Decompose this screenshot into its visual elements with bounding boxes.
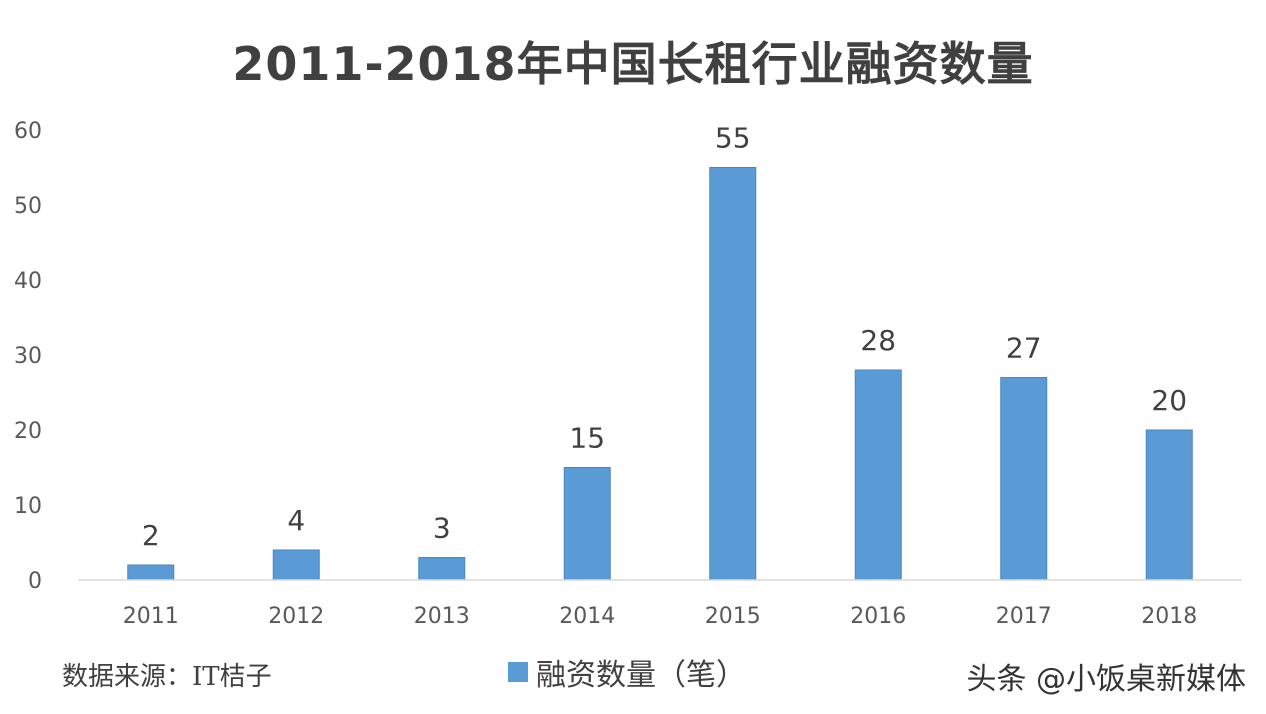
x-tick-label-2016: 2016: [850, 604, 906, 629]
x-tick-label-2015: 2015: [705, 604, 761, 629]
legend-swatch: [508, 662, 528, 682]
legend: 融资数量（笔）: [508, 650, 746, 694]
bars: [127, 167, 1193, 581]
y-axis-labels: 0 10 20 30 40 50 60: [14, 119, 42, 594]
chart-title: 2011-2018年中国长租行业融资数量: [232, 37, 1034, 91]
data-label-2018: 20: [1151, 384, 1187, 417]
x-tick-label-2013: 2013: [414, 604, 470, 629]
bar-2018: [1145, 429, 1193, 581]
bar-2012: [272, 549, 320, 581]
y-tick-label-6: 60: [14, 119, 42, 144]
x-tick-label-2012: 2012: [268, 604, 324, 629]
y-tick-label-3: 30: [14, 344, 42, 369]
y-tick-label-4: 40: [14, 269, 42, 294]
source-note: 数据来源：IT桔子: [62, 662, 272, 692]
x-tick-label-2014: 2014: [559, 604, 615, 629]
x-tick-label-2018: 2018: [1141, 604, 1197, 629]
data-label-2016: 28: [860, 324, 896, 357]
y-tick-label-2: 20: [14, 419, 42, 444]
bar-2011: [127, 564, 175, 581]
data-label-2013: 3: [433, 512, 451, 545]
data-label-2015: 55: [715, 122, 751, 155]
x-tick-label-2017: 2017: [996, 604, 1052, 629]
bar-2013: [418, 557, 466, 581]
bar-2014: [563, 467, 611, 581]
x-axis-labels: 2011 2012 2013 2014 2015 2016 2017 2018: [123, 604, 1198, 629]
data-label-2017: 27: [1006, 332, 1042, 365]
data-label-2012: 4: [287, 504, 305, 537]
data-label-2014: 15: [569, 422, 605, 455]
data-labels: 2 4 3 15 55 28 27 20: [142, 122, 1187, 553]
watermark: 头条 @小饭桌新媒体: [966, 662, 1246, 697]
y-tick-label-0: 0: [28, 569, 42, 594]
y-tick-label-1: 10: [14, 494, 42, 519]
bar-2015: [709, 167, 757, 581]
bar-2017: [1000, 377, 1048, 581]
y-tick-label-5: 50: [14, 194, 42, 219]
data-label-2011: 2: [142, 519, 160, 552]
bar-2016: [854, 369, 902, 581]
legend-label: 融资数量（笔）: [536, 658, 746, 693]
x-tick-label-2011: 2011: [123, 604, 179, 629]
